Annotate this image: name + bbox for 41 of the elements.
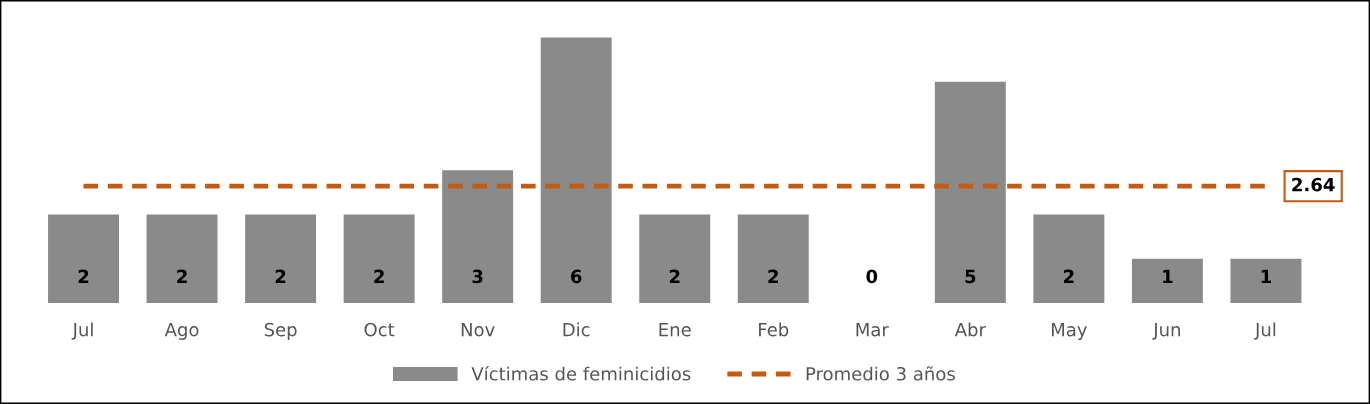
bar [343,214,415,303]
x-tick-label: Sep [264,322,297,340]
data-label: 1 [1163,269,1173,283]
x-tick-label: Oct [364,322,395,337]
bar [245,214,317,303]
x-tick-label: Mar [856,323,889,337]
data-label: 2 [177,269,187,283]
x-tick-label: May [1051,323,1087,340]
bar [1131,258,1203,303]
data-label: 2 [374,269,384,283]
data-label: 2 [275,269,286,283]
data-label: 2 [1064,269,1074,283]
legend-label: Víctimas de feminicidios [471,365,691,381]
x-tick-label: Abr [954,322,986,337]
x-tick-label: Dic [563,322,590,337]
x-tick-label: Feb [759,322,789,337]
x-tick-label: Ene [659,323,691,337]
bar [1230,258,1302,303]
data-label: 3 [472,269,483,284]
x-tick-label: Nov [461,323,495,337]
bar [442,170,514,303]
bar [639,214,711,303]
data-label: 0 [866,269,878,284]
x-tick-label: Ago [164,323,199,340]
data-label: 2 [669,269,680,283]
data-label: 6 [571,269,582,284]
data-label: 5 [965,269,976,284]
data-label: 1 [1261,269,1271,283]
bar [934,81,1006,303]
x-tick-label: Jul [71,322,93,340]
legend-label: Promedio 3 años [806,366,955,381]
x-tick-label: Jul [1254,322,1276,340]
data-label: 2 [78,269,89,283]
data-label: 2.64 [1292,177,1335,192]
bar [146,214,218,303]
bar [1033,214,1105,303]
bar [540,37,612,303]
x-tick-label: Jun [1152,323,1180,340]
bar [48,214,119,303]
data-label: 2 [768,269,778,283]
bar [737,214,809,303]
